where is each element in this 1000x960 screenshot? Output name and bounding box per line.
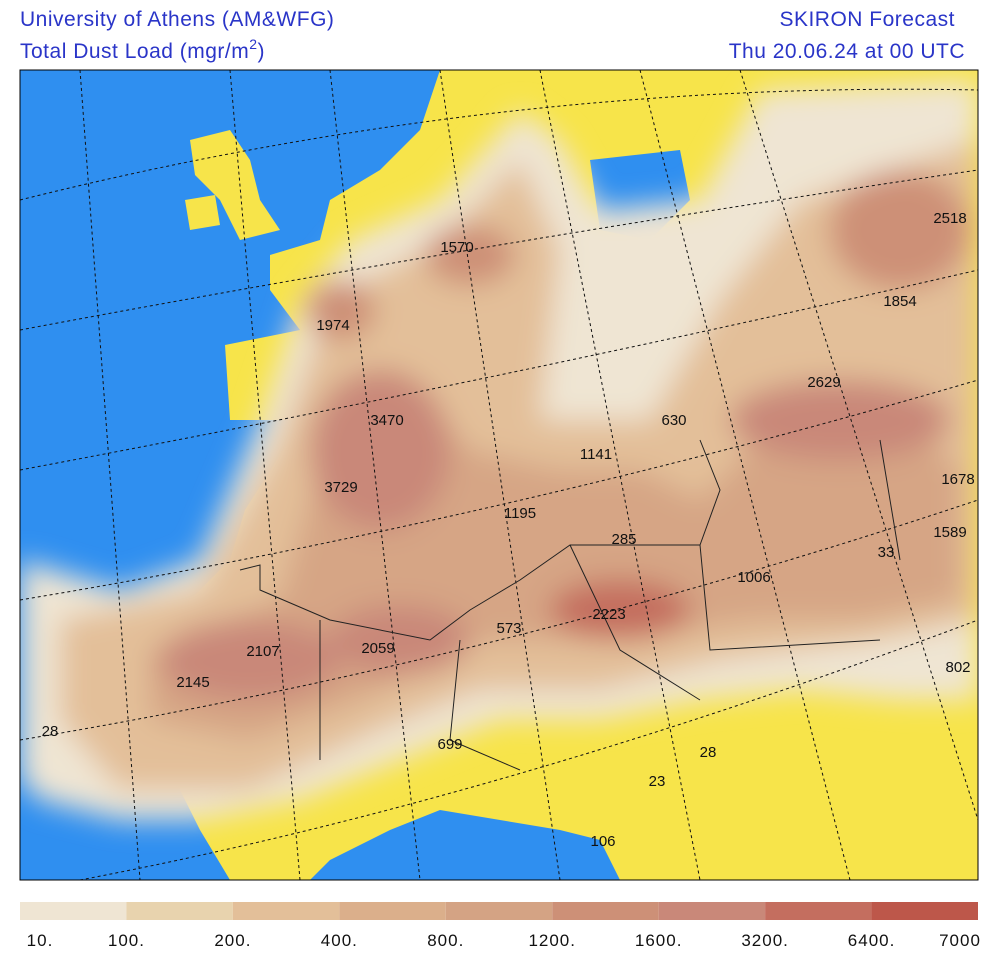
graticule: [20, 70, 978, 880]
colorbar-label: 10.: [27, 931, 54, 950]
dust-value: 2145: [176, 674, 209, 691]
dust-value: 1141: [580, 446, 612, 463]
dust-value: 1589: [933, 524, 966, 541]
dust-value: 1854: [883, 293, 916, 310]
dust-value: 3729: [324, 479, 357, 496]
forecast-time: Thu 20.06.24 at 00 UTC: [729, 40, 965, 63]
model-name: SKIRON Forecast: [779, 8, 955, 31]
dust-value: 28: [42, 723, 59, 740]
colorbar-label: 100.: [108, 931, 145, 950]
colorbar-segment: [552, 902, 659, 920]
subtitle: Total Dust Load (mgr/m2): [20, 36, 265, 63]
colorbar-label: 7000: [939, 931, 981, 950]
colorbar-segment: [339, 902, 446, 920]
dust-value: 28: [700, 744, 717, 761]
colorbar-segment: [126, 902, 233, 920]
colorbar-label: 6400.: [848, 931, 896, 950]
colorbar-segment: [445, 902, 553, 920]
colorbar-label: 200.: [214, 931, 251, 950]
subtitle-text: Total Dust Load (mgr/m: [20, 40, 249, 63]
map-frame: [19, 69, 979, 881]
dust-value: 23: [649, 773, 666, 790]
dust-value: 630: [661, 412, 686, 429]
colorbar-segment: [765, 902, 872, 920]
colorbar-segment: [871, 902, 978, 920]
colorbar-label: 400.: [321, 931, 358, 950]
map-labels: 1570 1974 3470 3729 1195 1141 630 285 1006 573 222…: [42, 210, 975, 850]
subtitle-close: ): [258, 40, 266, 63]
dust-value: 1195: [504, 505, 536, 522]
dust-value: 1678: [941, 471, 974, 488]
dust-value: 106: [590, 833, 615, 850]
dust-value: 802: [945, 659, 970, 676]
colorbar-segment: [20, 902, 127, 920]
colorbar-segment: [232, 902, 340, 920]
dust-value: 2107: [246, 643, 279, 660]
title: University of Athens (AM&WFG): [20, 8, 334, 31]
colorbar-label: 1200.: [528, 931, 576, 950]
dust-value: 2629: [807, 374, 840, 391]
colorbar: 10. 100. 200. 400. 800. 1200. 1600. 3200. 6400. 7…: [20, 902, 981, 950]
dust-value: 1974: [316, 317, 349, 334]
map: [20, 70, 978, 880]
dust-value: 33: [878, 544, 895, 561]
superscript: 2: [249, 36, 257, 52]
dust-value: 2518: [933, 210, 966, 227]
dust-value: 285: [611, 531, 636, 548]
colorbar-label: 3200.: [741, 931, 789, 950]
dust-value: 699: [437, 736, 462, 753]
dust-value: 1006: [737, 569, 770, 586]
colorbar-segment: [658, 902, 766, 920]
dust-value: 2059: [361, 640, 394, 657]
colorbar-label: 1600.: [635, 931, 683, 950]
dust-value: 3470: [370, 412, 403, 429]
dust-value: 1570: [440, 239, 473, 256]
dust-value: 573: [496, 620, 521, 637]
borders: [239, 439, 901, 771]
colorbar-label: 800.: [427, 931, 464, 950]
dust-field: [20, 80, 978, 820]
dust-value: 2223: [592, 606, 625, 623]
